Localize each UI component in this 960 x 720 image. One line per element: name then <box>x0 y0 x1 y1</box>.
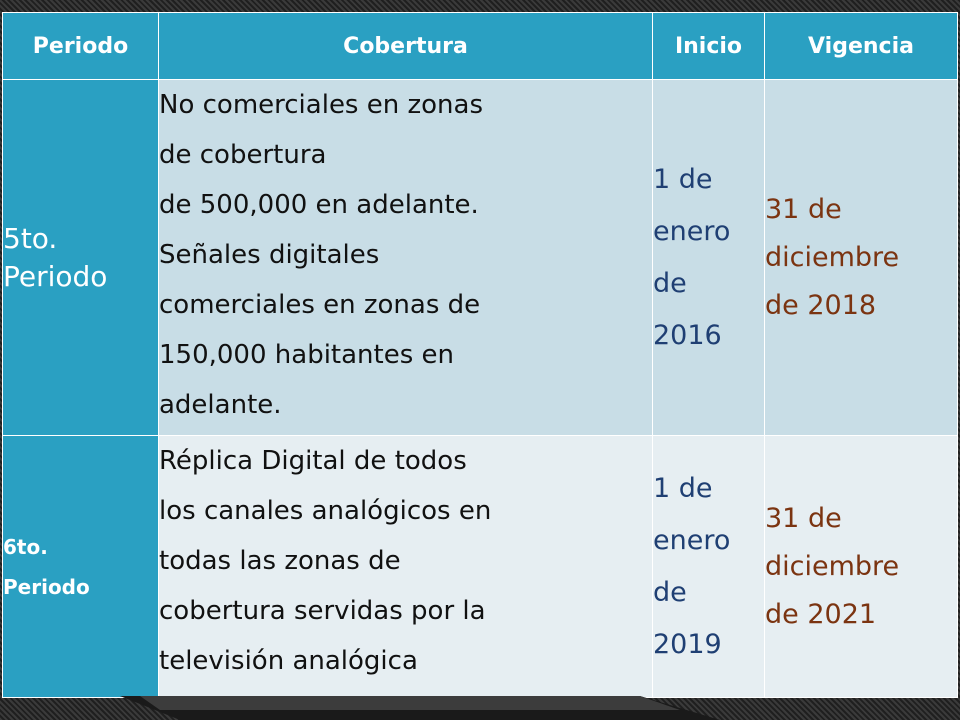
periodo-text: Periodo <box>3 259 108 293</box>
cobertura-cell: No comerciales en zonas de cobertura de … <box>158 79 653 436</box>
header-periodo: Periodo <box>2 12 159 80</box>
decorative-arrow-shape <box>120 696 720 720</box>
periodo-text: 5to. <box>3 221 58 255</box>
vigencia-text: diciembre <box>765 241 900 273</box>
inicio-text: 2016 <box>653 319 722 351</box>
header-inicio: Inicio <box>652 12 765 80</box>
vigencia-cell: 31 de diciembre de 2021 <box>764 435 958 698</box>
cobertura-text: cobertura servidas por la <box>159 596 486 626</box>
cobertura-text: Réplica Digital de todos <box>159 446 467 476</box>
vigencia-text: 31 de <box>765 502 842 534</box>
inicio-text: de <box>653 267 687 299</box>
vigencia-text: de 2021 <box>765 598 877 630</box>
inicio-text: 2019 <box>653 628 722 660</box>
header-vigencia: Vigencia <box>764 12 958 80</box>
vigencia-text: diciembre <box>765 550 900 582</box>
periodo-text: 6to. <box>3 534 48 559</box>
inicio-text: enero <box>653 524 731 556</box>
cobertura-text: adelante. <box>159 390 282 420</box>
header-cobertura: Cobertura <box>158 12 653 80</box>
cobertura-text: Señales digitales <box>159 240 380 270</box>
table-header-row: Periodo Cobertura Inicio Vigencia <box>2 12 958 80</box>
cobertura-cell: Réplica Digital de todos los canales ana… <box>158 435 653 698</box>
periodo-text: Periodo <box>3 574 90 599</box>
periodo-cell: 6to. Periodo <box>2 435 159 698</box>
inicio-cell: 1 de enero de 2019 <box>652 435 765 698</box>
inicio-text: de <box>653 576 687 608</box>
table-row: 6to. Periodo Réplica Digital de todos lo… <box>2 435 958 698</box>
cobertura-text: todas las zonas de <box>159 546 401 576</box>
inicio-text: 1 de <box>653 472 713 504</box>
periodo-cell: 5to. Periodo <box>2 79 159 436</box>
cobertura-text: No comerciales en zonas <box>159 90 483 120</box>
vigencia-text: 31 de <box>765 193 842 225</box>
inicio-cell: 1 de enero de 2016 <box>652 79 765 436</box>
table-row: 5to. Periodo No comerciales en zonas de … <box>2 79 958 436</box>
cobertura-text: los canales analógicos en <box>159 496 492 526</box>
cobertura-text: de cobertura <box>159 140 327 170</box>
cobertura-text: comerciales en zonas de <box>159 290 481 320</box>
inicio-text: 1 de <box>653 163 713 195</box>
cobertura-text: televisión analógica <box>159 646 418 676</box>
vigencia-cell: 31 de diciembre de 2018 <box>764 79 958 436</box>
periods-table: Periodo Cobertura Inicio Vigencia 5to. P… <box>2 12 958 698</box>
cobertura-text: 150,000 habitantes en <box>159 340 455 370</box>
vigencia-text: de 2018 <box>765 289 877 321</box>
inicio-text: enero <box>653 215 731 247</box>
cobertura-text: de 500,000 en adelante. <box>159 190 479 220</box>
